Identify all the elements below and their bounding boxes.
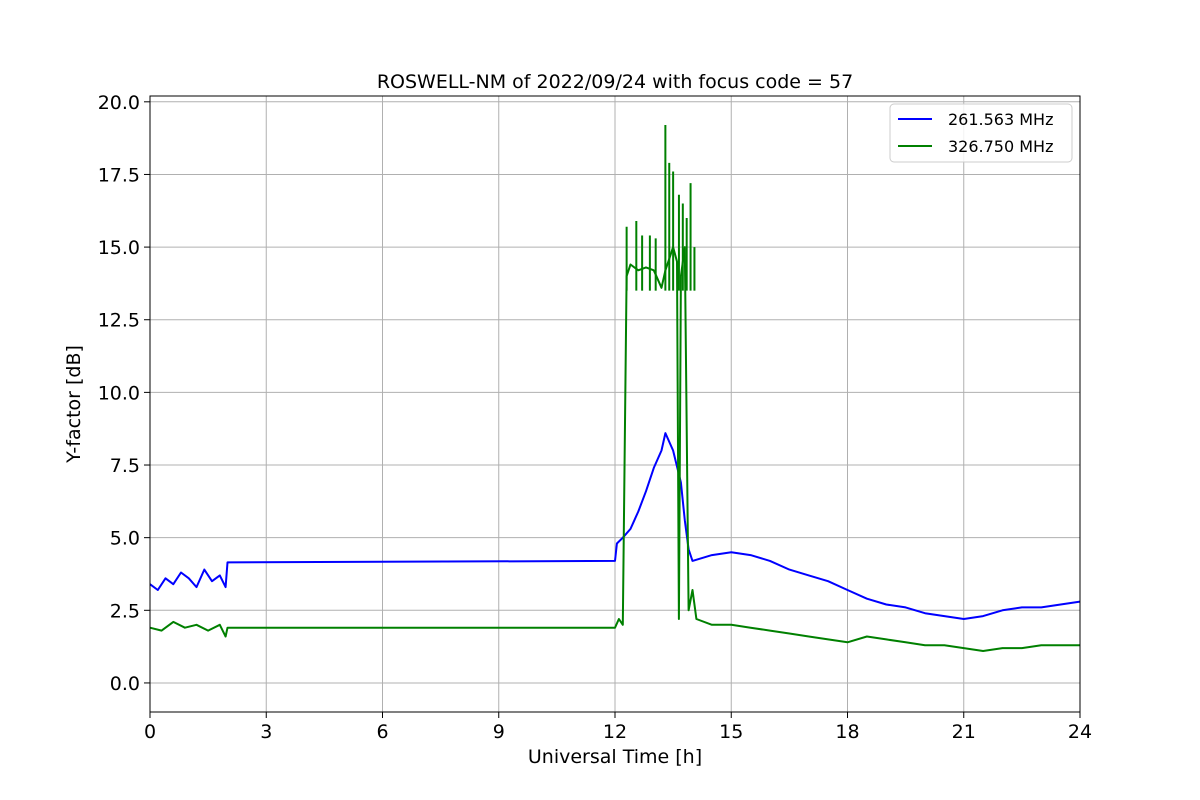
y-tick-label: 10.0 (98, 382, 140, 404)
series-line-261-mhz (149, 432, 1081, 620)
y-tick-label: 17.5 (98, 164, 140, 186)
y-axis-label: Y-factor [dB] (63, 345, 85, 464)
y-tick-label: 15.0 (98, 237, 140, 259)
y-tick-label: 2.5 (110, 600, 140, 622)
x-tick-label: 15 (719, 721, 743, 743)
x-tick-label: 0 (144, 721, 156, 743)
y-tick-label: 7.5 (110, 455, 140, 477)
x-tick-label: 6 (376, 721, 388, 743)
x-axis-label: Universal Time [h] (528, 746, 702, 768)
chart-title: ROSWELL-NM of 2022/09/24 with focus code… (377, 71, 853, 93)
x-tick-label: 18 (835, 721, 859, 743)
legend-label-326-mhz: 326.750 MHz (948, 137, 1053, 156)
y-tick-label: 20.0 (98, 92, 140, 114)
legend-label-261-mhz: 261.563 MHz (948, 110, 1053, 129)
x-tick-label: 3 (260, 721, 272, 743)
x-tick-label: 9 (493, 721, 505, 743)
y-tick-label: 12.5 (98, 310, 140, 332)
plot-area (149, 125, 1081, 652)
legend-box (889, 103, 1073, 163)
x-tick-label: 24 (1068, 721, 1092, 743)
axes: 0 3 6 9 12 15 18 21 24 0.0 2.5 5.0 7.5 10.0 12.5 15.0 17… (98, 92, 1092, 743)
legend: 261.563 MHz 326.750 MHz (889, 103, 1073, 163)
y-tick-label: 5.0 (110, 528, 140, 550)
x-tick-label: 21 (952, 721, 976, 743)
y-tick-label: 0.0 (110, 673, 140, 695)
x-tick-label: 12 (603, 721, 627, 743)
